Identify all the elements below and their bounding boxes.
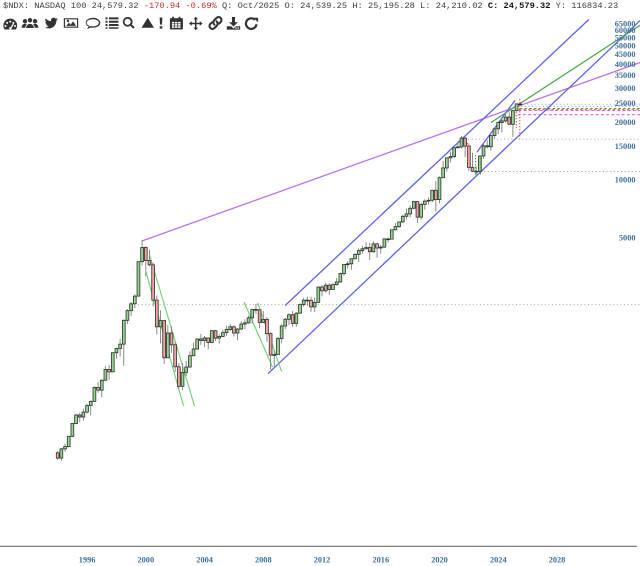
svg-text:2016: 2016 <box>373 556 390 565</box>
svg-text:2000: 2000 <box>138 556 155 565</box>
svg-text:60000: 60000 <box>615 26 636 35</box>
svg-text:1996: 1996 <box>79 556 96 565</box>
svg-text:20000: 20000 <box>615 118 636 127</box>
svg-text:55000: 55000 <box>615 34 636 43</box>
svg-text:30000: 30000 <box>615 84 636 93</box>
svg-text:35000: 35000 <box>615 71 636 80</box>
svg-text:10000: 10000 <box>615 176 636 185</box>
svg-text:15000: 15000 <box>615 142 636 151</box>
svg-text:2004: 2004 <box>196 556 213 565</box>
svg-text:2008: 2008 <box>255 556 272 565</box>
svg-text:2024: 2024 <box>490 556 507 565</box>
svg-text:40000: 40000 <box>615 60 636 69</box>
svg-text:45000: 45000 <box>615 50 636 59</box>
svg-text:2028: 2028 <box>549 556 566 565</box>
svg-text:65000: 65000 <box>615 20 636 29</box>
svg-text:25000: 25000 <box>615 99 636 108</box>
svg-text:2012: 2012 <box>314 556 331 565</box>
svg-text:2020: 2020 <box>431 556 448 565</box>
svg-text:50000: 50000 <box>615 41 636 50</box>
svg-text:5000: 5000 <box>619 233 636 242</box>
